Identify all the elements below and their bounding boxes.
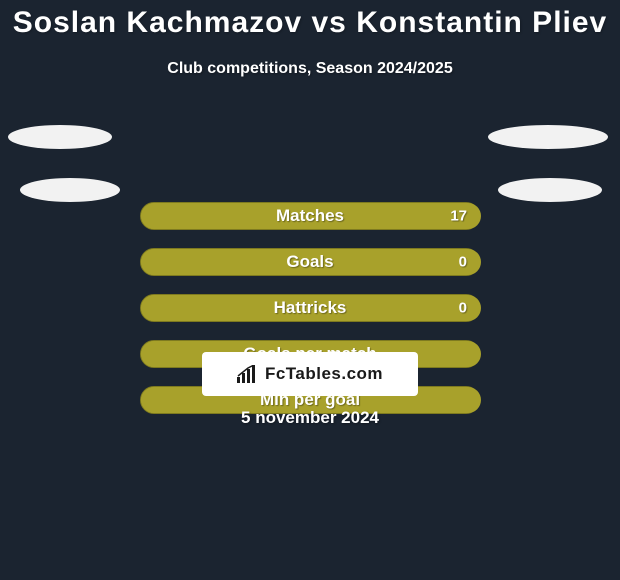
bar-label: Matches xyxy=(276,206,344,226)
subtitle: Club competitions, Season 2024/2025 xyxy=(0,60,620,78)
bar-track: Matches 17 xyxy=(140,202,480,230)
date-text: 5 november 2024 xyxy=(0,408,620,428)
page-title: Soslan Kachmazov vs Konstantin Pliev xyxy=(0,0,620,40)
bar-value: 0 xyxy=(459,300,467,317)
stat-row: Goals 0 xyxy=(0,248,620,276)
bar-track: Goals 0 xyxy=(140,248,480,276)
side-pill xyxy=(498,178,602,202)
side-pill xyxy=(20,178,120,202)
stat-row: Hattricks 0 xyxy=(0,294,620,322)
bars-icon xyxy=(237,365,259,383)
side-pill xyxy=(488,125,608,149)
attribution-box: FcTables.com xyxy=(202,352,418,396)
bar-value: 17 xyxy=(450,208,467,225)
bar-label: Hattricks xyxy=(274,298,347,318)
chart-container: Soslan Kachmazov vs Konstantin Pliev Clu… xyxy=(0,0,620,580)
attribution-text: FcTables.com xyxy=(265,364,383,384)
bar-track: Hattricks 0 xyxy=(140,294,480,322)
bar-value: 0 xyxy=(459,254,467,271)
side-pill xyxy=(8,125,112,149)
bar-label: Goals xyxy=(286,252,333,272)
stat-row: Matches 17 xyxy=(0,202,620,230)
